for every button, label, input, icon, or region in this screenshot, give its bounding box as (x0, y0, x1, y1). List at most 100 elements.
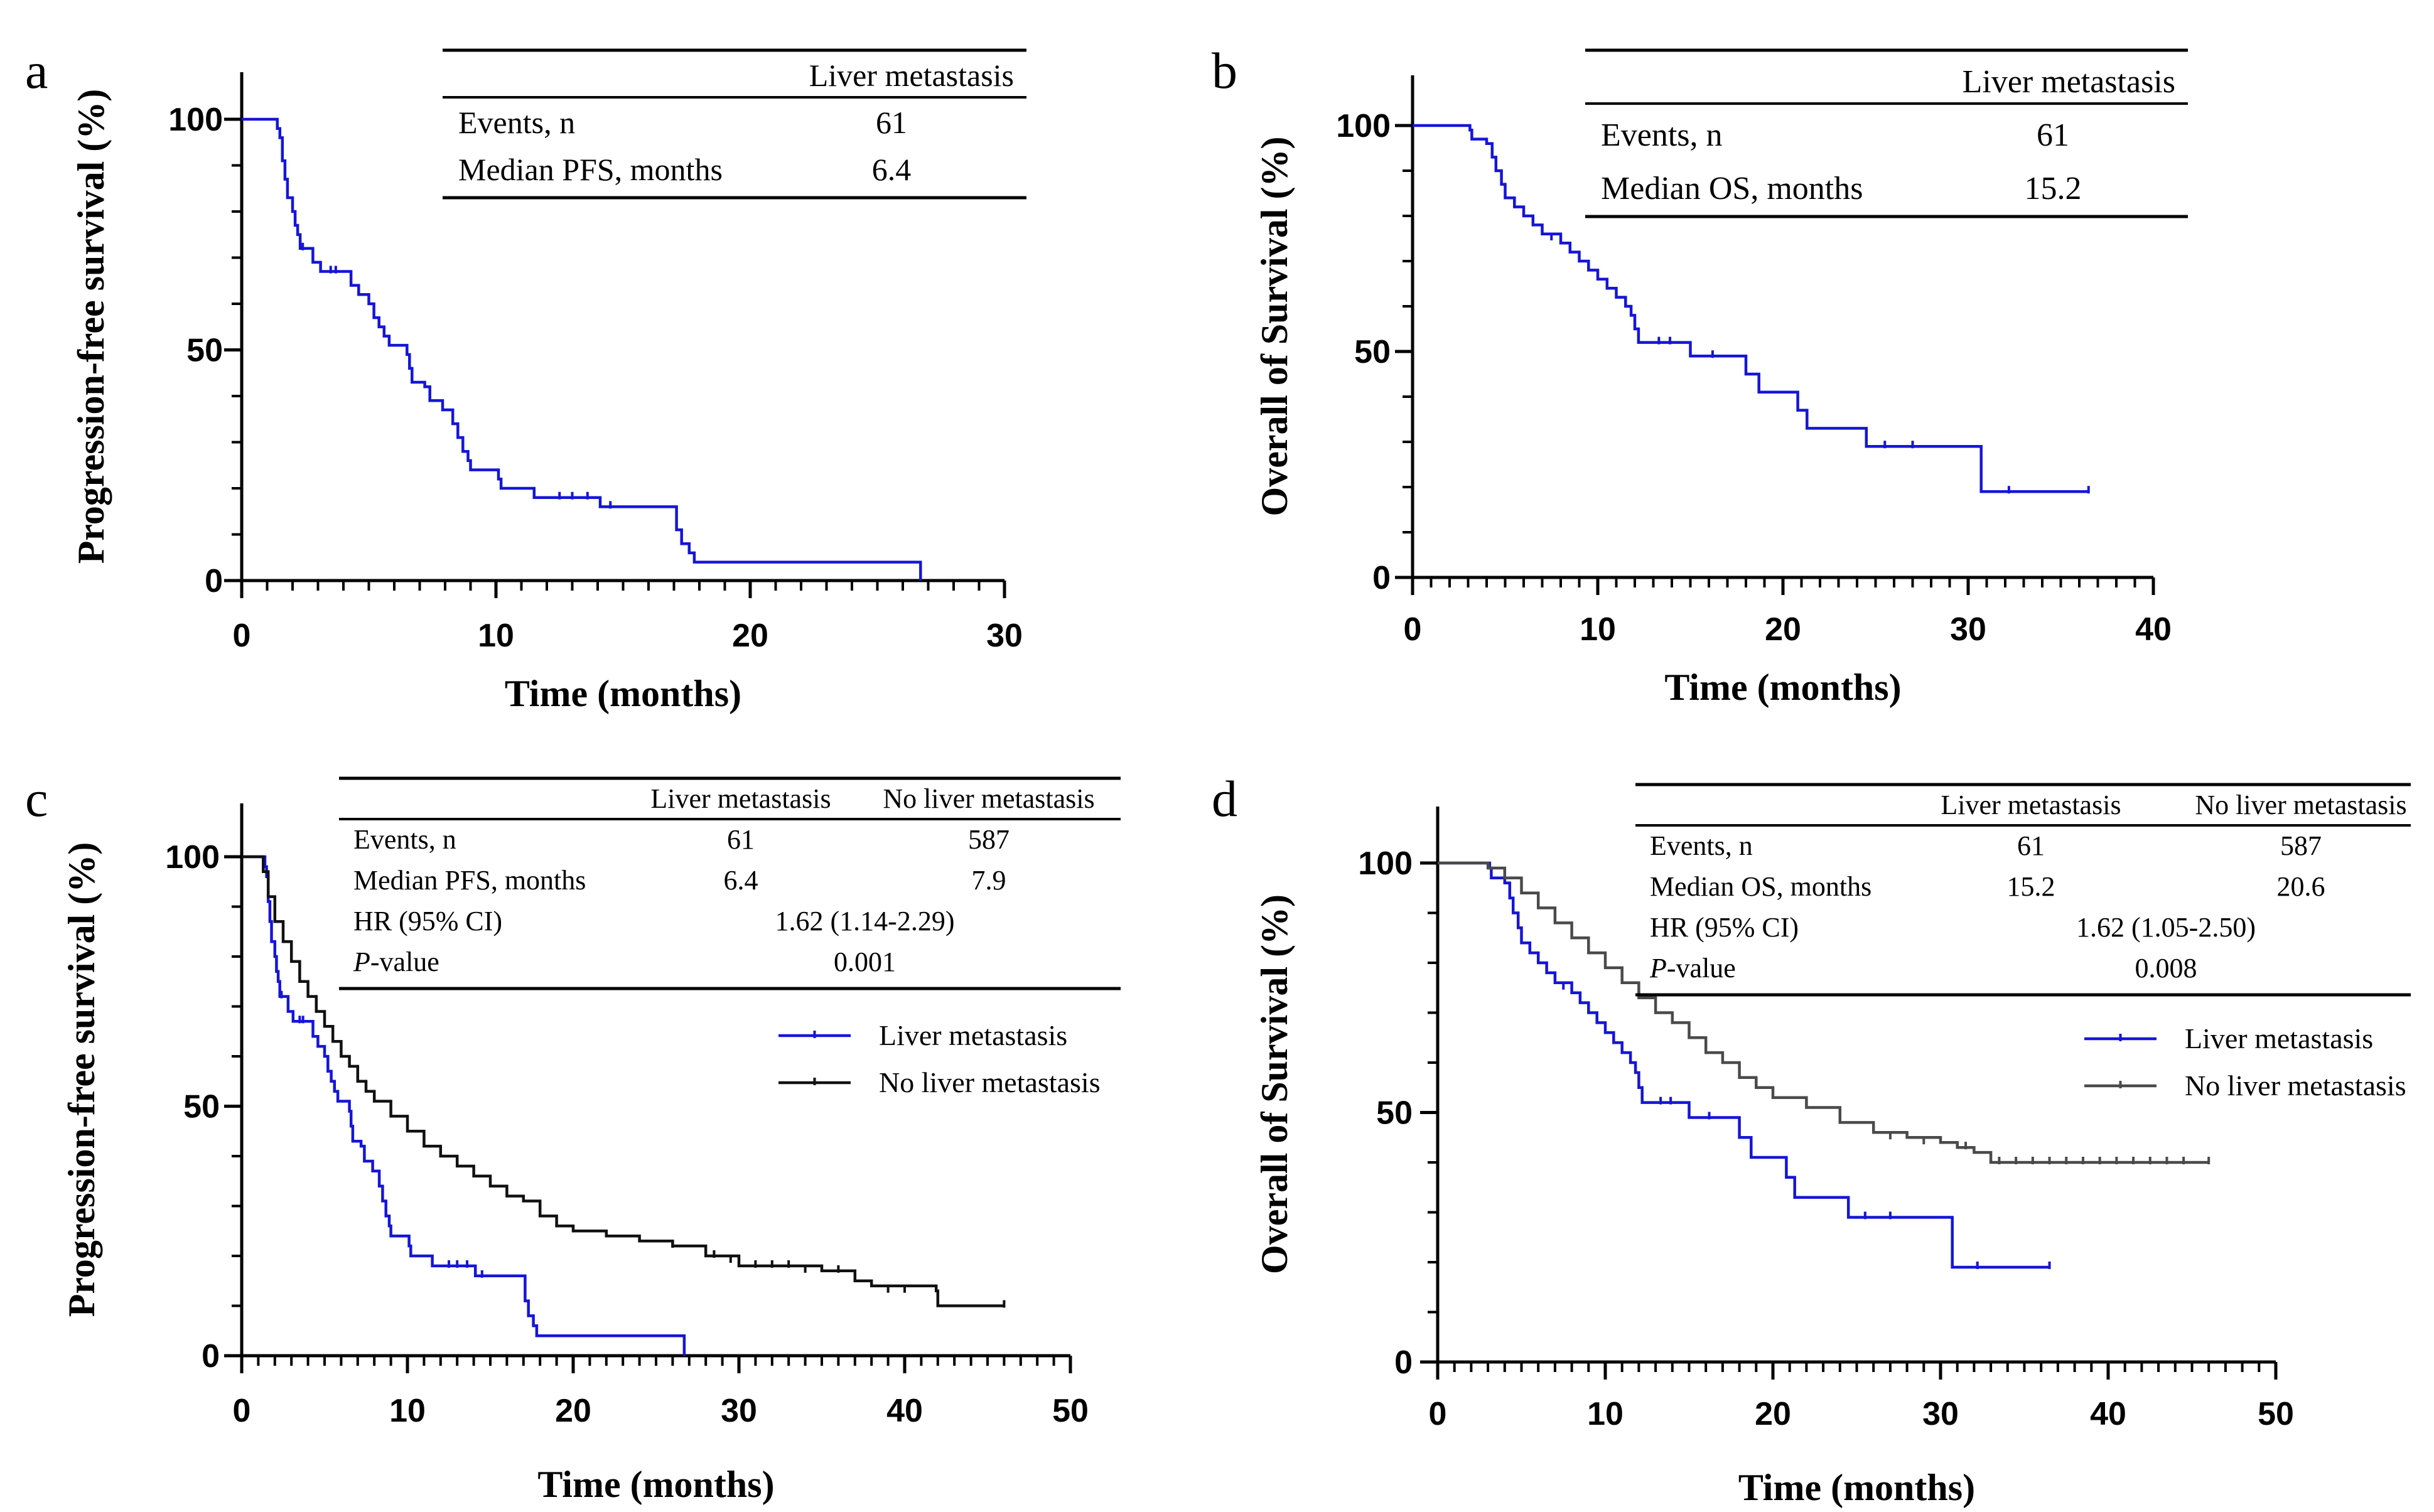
x-tick-label: 50 (1052, 1393, 1089, 1429)
series-no-liver (242, 855, 1006, 1308)
panel-a: a 0 10 20 30 0 50 100 Time (months) Progression-f… (25, 42, 1026, 714)
table-cell: 61 (876, 105, 907, 140)
x-tick-label: 40 (2135, 611, 2172, 648)
y-tick-label: 100 (1358, 845, 1413, 882)
table-cell: 61 (2037, 117, 2069, 153)
table-cell: 6.4 (872, 152, 912, 187)
p-italic: P (1649, 953, 1667, 984)
survival-curve (1438, 861, 2050, 1269)
table-cell: 7.9 (972, 865, 1006, 896)
legend: Liver metastasis No liver metastasis (778, 1019, 1101, 1098)
p-rest: -value (1667, 953, 1736, 984)
survival-curve (242, 855, 686, 1356)
p-italic: P (353, 946, 370, 977)
survival-curve (1438, 861, 2209, 1164)
p-rest: -value (370, 946, 439, 977)
table-merged-cell: 0.008 (2135, 953, 2197, 984)
table-row-label: Median OS, months (1650, 871, 1871, 902)
x-tick-label: 20 (1765, 611, 1801, 648)
table-merged-cell: 1.62 (1.14-2.29) (775, 906, 955, 936)
x-tick-label: 20 (1755, 1396, 1791, 1432)
y-tick-label: 100 (168, 102, 223, 138)
x-tick-label: 10 (1580, 611, 1616, 648)
table-row-label: HR (95% CI) (353, 906, 502, 936)
series-liver (242, 855, 686, 1356)
y-axis-title: Overall of Survival (%) (1254, 894, 1295, 1274)
x-tick-label: 50 (2258, 1396, 2294, 1432)
panel-label: c (25, 770, 48, 827)
x-tick-label: 40 (886, 1393, 923, 1429)
x-tick-label: 30 (721, 1393, 757, 1429)
table-cell: 587 (968, 824, 1010, 855)
legend: Liver metastasis No liver metastasis (2084, 1022, 2406, 1102)
panel-c: c 0 10 20 30 40 50 0 50 100 Time (months) Progressi… (25, 770, 1121, 1505)
y-tick-label: 100 (1336, 108, 1391, 144)
table-row-label: Median OS, months (1601, 171, 1863, 206)
series-liver (1438, 861, 2051, 1269)
table-header-cell: Liver metastasis (809, 58, 1014, 93)
y-tick-label: 50 (183, 1089, 220, 1125)
panel-d: d 0 10 20 30 40 50 0 50 100 Time (months) Overall o… (1212, 770, 2411, 1508)
stats-table: Liver metastasis No liver metastasis Event… (339, 776, 1121, 990)
x-axis-title: Time (months) (505, 673, 741, 714)
table-row-label: Events, n (1601, 117, 1723, 153)
y-tick-label: 50 (186, 333, 223, 369)
table-cell: 61 (727, 824, 755, 855)
stats-table: Liver metastasis No liver metastasis Event… (1635, 783, 2411, 997)
table-header-cell: Liver metastasis (1963, 64, 2175, 100)
x-axis-title: Time (months) (1664, 667, 1901, 708)
panel-label: b (1212, 42, 1237, 99)
y-tick-label: 50 (1354, 334, 1391, 370)
y-tick-label: 0 (1394, 1344, 1413, 1381)
table-row-label: Events, n (1650, 830, 1753, 861)
x-tick-label: 30 (1922, 1396, 1959, 1432)
table-header-cell: Liver metastasis (1941, 790, 2121, 820)
x-axis-title: Time (months) (1738, 1467, 1975, 1508)
table-merged-cell: 0.001 (834, 946, 896, 977)
x-tick-label: 0 (1429, 1396, 1447, 1432)
table-merged-cell: 1.62 (1.05-2.50) (2076, 912, 2256, 943)
table-cell: 20.6 (2277, 871, 2325, 902)
x-tick-label: 10 (389, 1393, 426, 1429)
legend-label: No liver metastasis (879, 1066, 1101, 1098)
y-tick-label: 0 (202, 1338, 220, 1375)
x-tick-label: 40 (2090, 1396, 2126, 1432)
survival-curve (242, 855, 1004, 1307)
y-axis-title: Progression-free survival (%) (70, 89, 112, 564)
x-tick-label: 30 (1950, 611, 1986, 648)
y-tick-label: 0 (205, 563, 223, 599)
table-row-label: P-value (1649, 953, 1736, 984)
table-row-label: Median PFS, months (458, 152, 723, 187)
legend-label: Liver metastasis (879, 1019, 1067, 1051)
table-row-label: Events, n (353, 824, 456, 855)
table-row-label: Events, n (458, 105, 575, 140)
panel-label: d (1212, 770, 1237, 827)
table-row-label: P-value (353, 946, 439, 977)
y-axis-title: Progression-free survival (%) (61, 842, 102, 1317)
stats-table: Liver metastasis Events, n 61 Median OS, mo… (1585, 48, 2188, 218)
x-tick-label: 20 (732, 618, 768, 654)
survival-curve (1413, 124, 2089, 493)
x-tick-label: 0 (233, 1393, 251, 1429)
series-no-liver-d (1438, 861, 2211, 1164)
table-cell: 15.2 (2025, 171, 2082, 206)
x-tick-label: 10 (1587, 1396, 1624, 1432)
table-row-label: Median PFS, months (353, 865, 586, 896)
x-axis-title: Time (months) (537, 1464, 774, 1505)
legend-label: Liver metastasis (2185, 1022, 2373, 1054)
survival-curve (242, 117, 922, 581)
table-cell: 61 (2017, 830, 2045, 861)
table-cell: 15.2 (2007, 871, 2055, 902)
legend-label: No liver metastasis (2185, 1070, 2406, 1102)
panel-label: a (25, 42, 48, 99)
x-tick-label: 0 (1404, 611, 1422, 648)
panel-b: b 0 10 20 30 40 0 50 100 Time (months) Overall of … (1212, 42, 2188, 708)
table-header-cell: No liver metastasis (2195, 790, 2406, 820)
x-tick-label: 0 (233, 618, 251, 654)
x-tick-label: 30 (986, 618, 1023, 654)
table-header-cell: Liver metastasis (650, 783, 831, 814)
y-tick-label: 50 (1376, 1095, 1413, 1132)
table-cell: 6.4 (724, 865, 758, 896)
y-tick-label: 100 (165, 839, 220, 876)
